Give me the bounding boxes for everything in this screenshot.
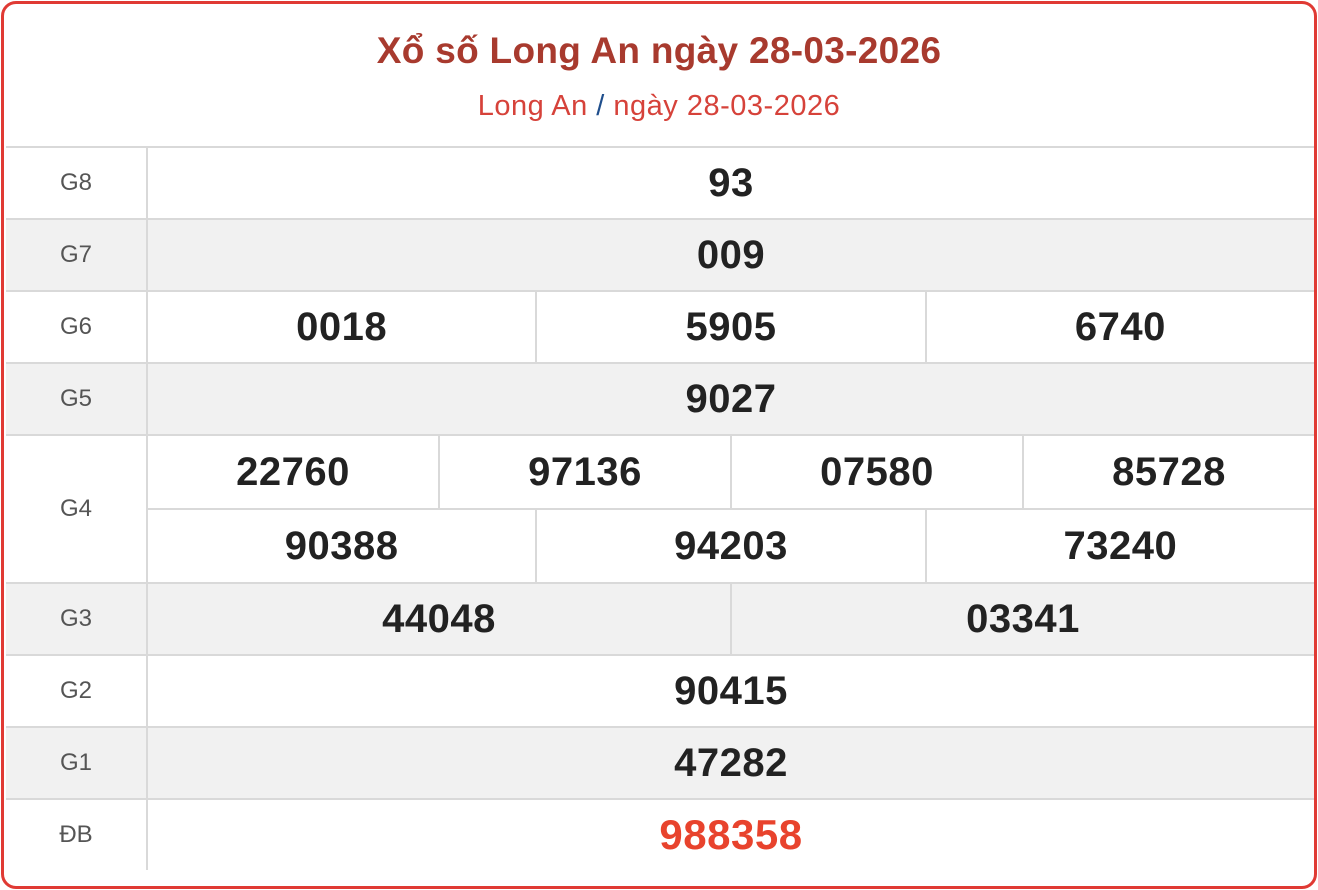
breadcrumb-province-link[interactable]: Long An bbox=[477, 90, 588, 122]
prize-label: G5 bbox=[6, 362, 148, 436]
prize-number: 90415 bbox=[146, 654, 1314, 728]
breadcrumb: Long An / ngày 28-03-2026 bbox=[4, 90, 1314, 123]
prize-numbers: 0018 5905 6740 bbox=[146, 290, 1314, 364]
prize-label: G6 bbox=[6, 290, 148, 364]
breadcrumb-separator: / bbox=[596, 90, 605, 122]
prize-number: 44048 bbox=[382, 596, 496, 641]
prize-number: 5905 bbox=[535, 292, 924, 362]
prize-label: ĐB bbox=[6, 798, 148, 870]
prize-number: 73240 bbox=[924, 510, 1314, 582]
prize-label: G7 bbox=[6, 218, 148, 292]
prize-label: G3 bbox=[6, 582, 148, 656]
prize-number: 9027 bbox=[146, 362, 1314, 436]
prize-number: 0018 bbox=[296, 304, 388, 349]
prize-number: 94203 bbox=[535, 510, 924, 582]
prize-label: G2 bbox=[6, 654, 148, 728]
breadcrumb-date-link[interactable]: ngày 28-03-2026 bbox=[613, 90, 841, 122]
prize-row-g1: G1 47282 bbox=[6, 726, 1314, 800]
prize-numbers: 44048 03341 bbox=[146, 582, 1314, 656]
results-table: G8 93 G7 009 G6 0018 5905 6740 G5 9027 G… bbox=[6, 146, 1314, 870]
prize-row-g3: G3 44048 03341 bbox=[6, 582, 1314, 656]
prize-row-special: ĐB 988358 bbox=[6, 798, 1314, 870]
prize-row-g6: G6 0018 5905 6740 bbox=[6, 290, 1314, 364]
special-prize-number: 988358 bbox=[146, 798, 1314, 870]
prize-number: 07580 bbox=[730, 436, 1022, 508]
prize-number: 97136 bbox=[438, 436, 730, 508]
prize-label: G8 bbox=[6, 146, 148, 220]
prize-number: 85728 bbox=[1022, 436, 1314, 508]
prize-row-g8: G8 93 bbox=[6, 146, 1314, 220]
prize-row-g7: G7 009 bbox=[6, 218, 1314, 292]
page-title: Xổ số Long An ngày 28-03-2026 bbox=[376, 30, 942, 71]
prize-row-g2: G2 90415 bbox=[6, 654, 1314, 728]
prize-number: 6740 bbox=[924, 292, 1314, 362]
header: Xổ số Long An ngày 28-03-2026 Long An / … bbox=[4, 4, 1314, 146]
prize-number: 009 bbox=[146, 218, 1314, 292]
prize-number: 90388 bbox=[284, 523, 399, 568]
prize-row-g5: G5 9027 bbox=[6, 362, 1314, 436]
prize-label: G1 bbox=[6, 726, 148, 800]
prize-numbers: 22760 97136 07580 85728 90388 94203 7324… bbox=[146, 434, 1314, 584]
prize-row-g4: G4 22760 97136 07580 85728 90388 94203 7… bbox=[6, 434, 1314, 584]
prize-number: 93 bbox=[146, 146, 1314, 220]
prize-number: 47282 bbox=[146, 726, 1314, 800]
prize-number: 03341 bbox=[730, 584, 1314, 654]
prize-label: G4 bbox=[6, 434, 148, 584]
prize-number: 22760 bbox=[236, 449, 350, 494]
